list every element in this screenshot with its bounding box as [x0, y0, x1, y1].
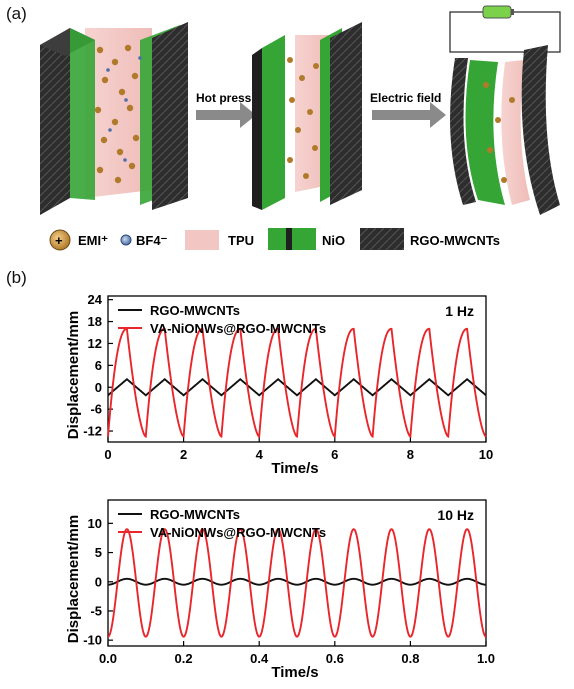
- y-axis-label: Displacement/mm: [65, 515, 82, 643]
- hot-press-label: Hot press: [196, 91, 252, 105]
- emi-ion-icon: [49, 229, 71, 251]
- tpu-swatch: [185, 230, 219, 250]
- x-tick-label: 0.6: [326, 651, 344, 666]
- series-line-va-nionws: [107, 528, 487, 638]
- device-pressed: [252, 22, 362, 210]
- series-line-rgo-mwcnts: [107, 377, 487, 397]
- frequency-annotation: 1 Hz: [445, 303, 474, 319]
- y-tick-label: 12: [88, 336, 102, 351]
- x-tick-label: 1.0: [477, 651, 495, 666]
- frequency-annotation: 10 Hz: [437, 507, 474, 523]
- x-tick-label: 4: [256, 447, 264, 462]
- panel-label-a: (a): [6, 4, 27, 23]
- svg-text:+: +: [55, 233, 63, 248]
- x-tick-label: 0.8: [401, 651, 419, 666]
- legend-label: RGO-MWCNTs: [150, 303, 240, 318]
- x-tick-label: 10: [479, 447, 493, 462]
- y-tick-label: 6: [95, 358, 102, 373]
- x-tick-label: 0.0: [99, 651, 117, 666]
- schematic-illustration: Hot press Electric field: [40, 5, 561, 251]
- legend-bf4: BF4⁻: [136, 233, 168, 248]
- x-tick-label: 0.2: [175, 651, 193, 666]
- y-tick-label: 0: [95, 380, 102, 395]
- device-bent: [449, 5, 561, 215]
- plot-frame: [107, 499, 487, 647]
- x-axis-label: Time/s: [271, 664, 318, 681]
- legend-emi: EMI⁺: [78, 233, 108, 248]
- bf4-ion-icon: [120, 234, 132, 246]
- y-tick-label: -10: [83, 633, 102, 648]
- y-tick-label: 0: [95, 574, 102, 589]
- legend-tpu: TPU: [228, 233, 254, 248]
- legend-nio: NiO: [322, 233, 345, 248]
- y-tick-label: -12: [83, 424, 102, 439]
- legend-rgo: RGO-MWCNTs: [410, 233, 500, 248]
- x-tick-label: 0.4: [250, 651, 269, 666]
- arrow-electric-field: Electric field: [370, 91, 446, 128]
- device-initial: [40, 22, 188, 215]
- legend-label: VA-NiONWs@RGO-MWCNTs: [150, 321, 326, 336]
- arrow-hot-press: Hot press: [196, 91, 256, 128]
- y-tick-label: 18: [88, 314, 102, 329]
- x-tick-label: 8: [407, 447, 414, 462]
- x-axis-label: Time/s: [271, 460, 318, 477]
- y-tick-label: 10: [88, 516, 102, 531]
- chart-10hz: 0.0 0.2 0.4 0.6 0.8 1.0 -10 -5 0 5 10 Time/s Displac…: [65, 499, 495, 681]
- y-tick-label: 24: [88, 292, 103, 307]
- x-tick-label: 6: [331, 447, 338, 462]
- x-tick-label: 2: [180, 447, 187, 462]
- series-line-rgo-mwcnts: [108, 577, 486, 586]
- y-tick-label: -5: [90, 603, 102, 618]
- legend-label: VA-NiONWs@RGO-MWCNTs: [150, 525, 326, 540]
- rgo-swatch: [360, 228, 404, 250]
- y-tick-label: 5: [95, 545, 102, 560]
- legend-label: RGO-MWCNTs: [150, 507, 240, 522]
- y-axis-label: Displacement/mm: [65, 311, 82, 439]
- ions-initial: [94, 44, 140, 184]
- panel-label-b: (b): [6, 268, 27, 287]
- x-tick-label: 0: [104, 447, 111, 462]
- series-line-va-nionws: [107, 327, 487, 439]
- electric-field-label: Electric field: [370, 91, 441, 105]
- y-tick-label: -6: [90, 402, 102, 417]
- schematic-legend: + EMI⁺ BF4⁻ TPU NiO RGO-MWCNTs: [49, 228, 500, 251]
- plot-frame: [107, 295, 487, 443]
- chart-1hz: 0 2 4 6 8 10-12-606121824Time/sDisplacement/m…: [65, 292, 493, 477]
- battery-icon: [482, 5, 512, 19]
